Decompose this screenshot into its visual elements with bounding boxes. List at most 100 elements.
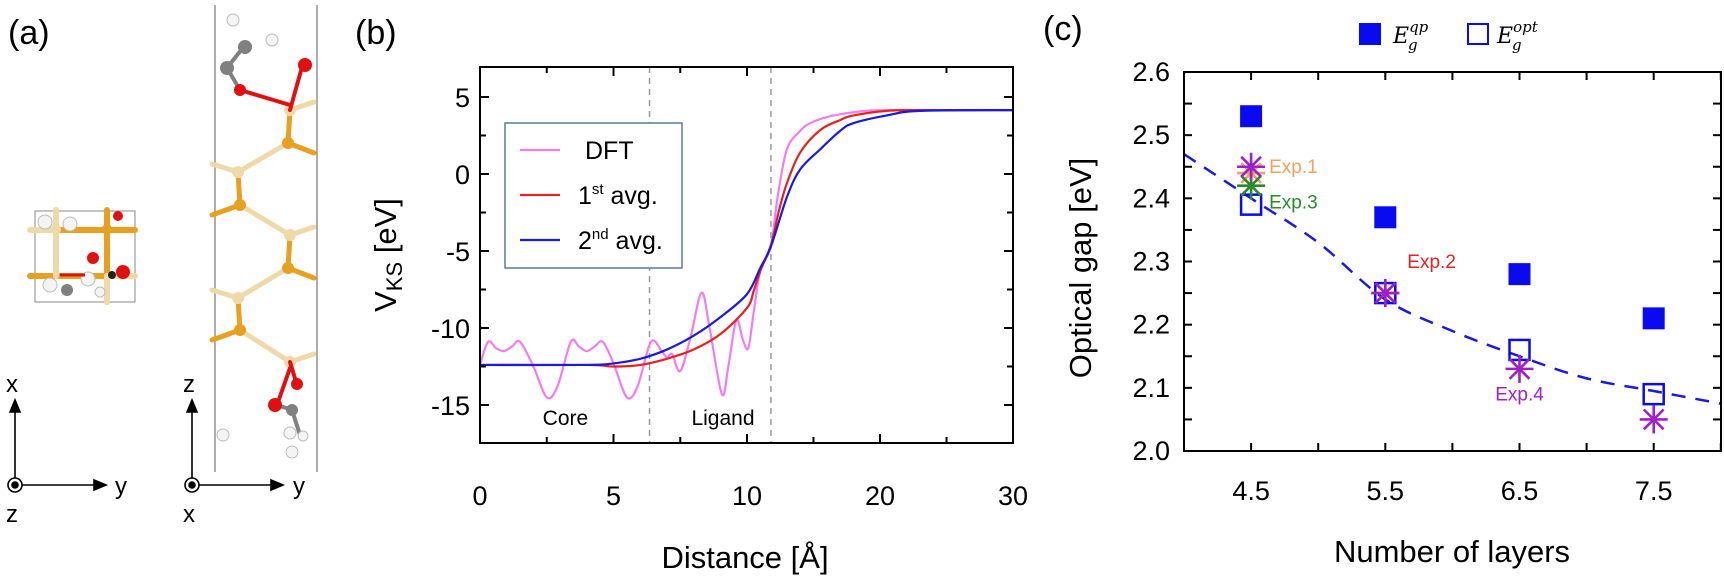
asterisk-stroke: [1374, 282, 1397, 304]
y-tick-label: 2.5: [1132, 120, 1170, 150]
x-tick-label: 5.5: [1367, 476, 1405, 506]
carbon-atom: [238, 40, 252, 54]
axes-glyph-right: [184, 397, 286, 493]
axis-letter-up-left: x: [6, 371, 18, 398]
series-line-2nd: [479, 108, 1014, 367]
y-tick-label: 2.2: [1132, 310, 1170, 340]
x-axis-label-b: Distance [Å]: [661, 540, 828, 575]
hydrogen-atom: [216, 428, 230, 442]
hydrogen-atom: [297, 430, 309, 442]
axes-glyph-left: [7, 397, 109, 493]
oxygen-atom: [291, 378, 303, 390]
legend-b: DFT 1st avg. 2nd avg.: [504, 122, 683, 269]
bond: [237, 202, 293, 238]
marker-exp4: [1639, 405, 1668, 434]
marker-exp4: [1237, 152, 1266, 181]
bond: [235, 140, 291, 175]
bond: [235, 265, 291, 301]
marker-eg-qp: [1374, 206, 1397, 229]
oxygen-atom: [268, 398, 282, 412]
panel-a-structures: x y z z y x: [6, 5, 318, 528]
axis-letter-right-left: y: [115, 473, 127, 500]
legend-label: Eqp g: [1392, 18, 1429, 54]
y-tick-label: -10: [431, 314, 470, 344]
marker-eg-qp: [1508, 263, 1531, 286]
y-tick-label: 2.1: [1132, 373, 1170, 403]
y-tick-label: 0: [455, 160, 470, 190]
experiment-label: Exp.4: [1495, 384, 1544, 405]
atom: [284, 229, 296, 241]
atom: [232, 166, 244, 178]
legend-label: 2nd avg.: [578, 226, 663, 255]
y-axis-label-b: VKS [eV]: [368, 198, 407, 312]
carbon-atom: [220, 61, 234, 75]
carbon-atom: [286, 404, 298, 416]
experiment-label: Exp.1: [1269, 157, 1318, 178]
x-axis-label-c: Number of layers: [1334, 534, 1570, 569]
fit-curve: [1183, 153, 1722, 405]
experiment-label: Exp.3: [1269, 193, 1318, 214]
legend-swatch-eg-opt: [1467, 23, 1489, 45]
y-tick-label: 2.4: [1132, 183, 1170, 213]
marker-exp4: [1371, 279, 1400, 308]
bond: [288, 65, 304, 112]
hydrogen-atom: [226, 13, 240, 27]
hydrogen-atom: [265, 33, 279, 47]
ticks-c: 4.5 5.5 6.5 7.5 2.6 2.5 2.4 2.3 2.2 2.1 2.0: [1132, 57, 1722, 506]
region-label: Core: [543, 407, 589, 430]
y-tick-label: 5: [455, 83, 470, 113]
x-tick-label: 0: [472, 481, 487, 511]
top-view-cluster: [27, 207, 138, 305]
y-axis-label-c: Optical gap [eV]: [1063, 158, 1098, 379]
asterisk-stroke: [1508, 358, 1531, 380]
x-tick-label: 10: [732, 481, 762, 511]
y-tick-label: 2.6: [1132, 57, 1170, 87]
axis-letter-out-right: x: [183, 501, 195, 528]
ticks-b: 0 5 10 20 30 5 0 -5 -10 -15: [431, 67, 1028, 511]
bond: [275, 366, 292, 407]
y-tick-label: -15: [431, 391, 470, 421]
oxygen-atom: [234, 84, 246, 96]
atom: [234, 199, 246, 211]
atom: [282, 137, 294, 149]
region-label: Ligand: [691, 407, 754, 430]
legend-swatch-eg-qp: [1359, 23, 1381, 45]
atom: [234, 324, 246, 336]
axis-letter-out-left: z: [6, 501, 18, 528]
x-tick-label: 30: [998, 481, 1028, 511]
x-tick-label: 20: [865, 481, 895, 511]
marker-eg-qp: [1240, 105, 1263, 128]
panel-label-c: (c): [1043, 10, 1083, 48]
bond: [237, 327, 293, 365]
x-tick-label: 6.5: [1501, 476, 1539, 506]
series-line-dft: [478, 108, 1014, 400]
legend-label: 1st avg.: [578, 181, 658, 210]
asterisk-stroke: [1240, 174, 1262, 197]
asterisk-stroke: [1240, 155, 1262, 178]
legend-label: DFT: [585, 137, 634, 165]
x-tick-label: 4.5: [1232, 476, 1270, 506]
experiment-label: Exp.2: [1407, 252, 1456, 273]
panel-b-chart: Core Ligand 0 5 10 20 30 5 0 -5 -10 -15 Distance […: [368, 66, 1028, 575]
panel-c-chart: Exp.1 Exp.3 Exp.2 Exp.4 4.5 5.5 6.5 7.5 2.6 2.5 2…: [1063, 18, 1722, 569]
atom: [282, 262, 294, 274]
y-tick-label: -5: [446, 237, 470, 267]
y-tick-label: 2.3: [1132, 247, 1170, 277]
legend-label: Eopt g: [1496, 18, 1539, 54]
marker-eg-qp: [1642, 307, 1665, 330]
atom: [232, 292, 244, 304]
marker-exp4: [1505, 354, 1534, 383]
marker-eg-opt: [1642, 382, 1665, 406]
oxygen-atom: [298, 58, 312, 72]
panel-label-a: (a): [8, 14, 50, 52]
plot-area-c: Exp.1 Exp.3 Exp.2 Exp.4: [1183, 105, 1722, 434]
legend-c: Eqp g Eopt g: [1359, 18, 1539, 54]
axis-letter-right-right: y: [293, 473, 305, 500]
hydrogen-atom: [283, 426, 297, 440]
side-view-slab: [209, 5, 318, 472]
panel-label-b: (b): [355, 14, 397, 52]
y-tick-label: 2.0: [1132, 436, 1170, 466]
hydrogen-atom: [285, 445, 299, 459]
asterisk-stroke: [1642, 408, 1665, 431]
